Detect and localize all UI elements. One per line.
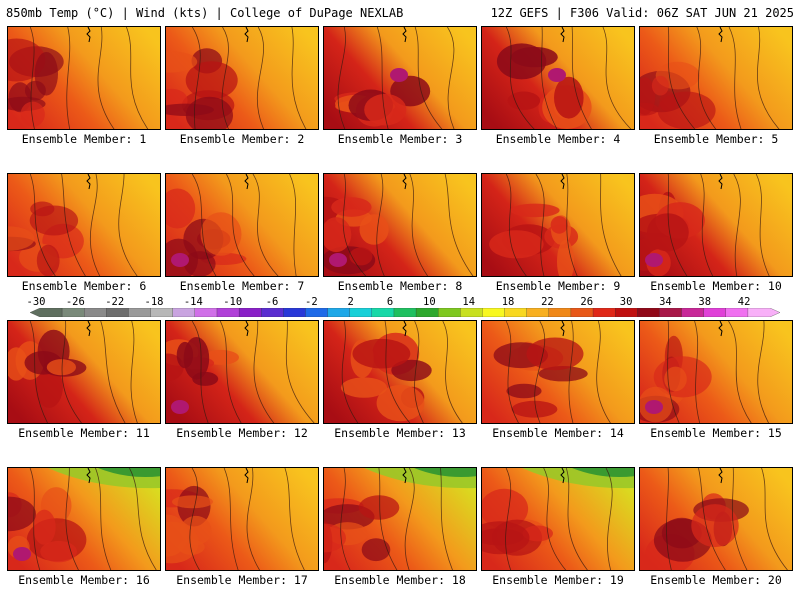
colorbar-tick-label: 26 xyxy=(580,296,594,308)
member-caption: Ensemble Member: 6 xyxy=(21,279,147,293)
colorbar-segment xyxy=(482,308,506,317)
temperature-map xyxy=(165,467,319,571)
colorbar-segment xyxy=(261,308,284,317)
colorbar-tick-label: 42 xyxy=(737,296,751,308)
temperature-map xyxy=(165,26,319,130)
colorbar-tick-label: -6 xyxy=(265,296,279,308)
colorbar-segment xyxy=(371,308,395,317)
temperature-map xyxy=(7,467,161,571)
temperature-map xyxy=(7,173,161,277)
member-caption: Ensemble Member: 16 xyxy=(18,573,150,587)
temperature-map xyxy=(639,320,793,424)
temperature-map xyxy=(165,320,319,424)
member-caption: Ensemble Member: 4 xyxy=(495,132,621,146)
colorbar-segment xyxy=(637,308,660,317)
member-caption: Ensemble Member: 11 xyxy=(18,426,150,440)
temperature-map xyxy=(323,173,477,277)
colorbar-segment xyxy=(61,308,85,317)
colorbar-segment xyxy=(106,308,130,317)
member-caption: Ensemble Member: 5 xyxy=(653,132,779,146)
temperature-map xyxy=(481,320,635,424)
temperature-map xyxy=(481,173,635,277)
temperature-map xyxy=(639,173,793,277)
temperature-map xyxy=(7,320,161,424)
colorbar-tick-label: 14 xyxy=(462,296,476,308)
temperature-map xyxy=(323,26,477,130)
colorbar-segment xyxy=(128,308,152,317)
member-caption: Ensemble Member: 9 xyxy=(495,279,621,293)
colorbar-tick-label: 30 xyxy=(619,296,633,308)
colorbar-segment xyxy=(216,308,240,317)
colorbar-segment xyxy=(504,308,528,317)
colorbar-tick-label: -30 xyxy=(26,296,46,308)
temperature-map xyxy=(639,467,793,571)
colorbar-segment xyxy=(681,308,705,317)
colorbar-segment xyxy=(415,308,439,317)
colorbar-tick-label: 18 xyxy=(501,296,515,308)
temperature-map xyxy=(7,26,161,130)
member-caption: Ensemble Member: 2 xyxy=(179,132,305,146)
member-caption: Ensemble Member: 8 xyxy=(337,279,463,293)
colorbar-segment xyxy=(194,308,218,317)
colorbar-segment xyxy=(592,308,616,317)
colorbar-segment xyxy=(349,308,373,317)
member-caption: Ensemble Member: 7 xyxy=(179,279,305,293)
colorbar-strip xyxy=(30,308,780,317)
temperature-map xyxy=(481,467,635,571)
colorbar-segment xyxy=(84,308,107,317)
colorbar-tick-label: 6 xyxy=(386,296,394,308)
colorbar-segment xyxy=(703,308,727,317)
colorbar-tick-label: 34 xyxy=(659,296,672,308)
member-caption: Ensemble Member: 15 xyxy=(650,426,782,440)
colorbar-segment xyxy=(238,308,262,317)
member-caption: Ensemble Member: 18 xyxy=(334,573,466,587)
colorbar-segment xyxy=(548,308,572,317)
colorbar-tick-label: -2 xyxy=(305,296,318,308)
temperature-colorbar: -30 -26 -22 -18 -14 -10 -6 -2 2 6 10 14 18 22 26 30 34 38… xyxy=(26,296,780,318)
colorbar-segment xyxy=(172,308,196,317)
temperature-map xyxy=(165,173,319,277)
colorbar-tick-label: -22 xyxy=(105,296,125,308)
member-caption: Ensemble Member: 10 xyxy=(650,279,782,293)
colorbar-segment xyxy=(615,308,638,317)
colorbar-tick-label: 2 xyxy=(347,296,354,308)
colorbar-segment xyxy=(438,308,461,317)
colorbar-tick-label: -10 xyxy=(223,296,243,308)
colorbar-segment xyxy=(327,308,351,317)
colorbar-tick-label: -18 xyxy=(144,296,164,308)
colorbar-tick-label: 22 xyxy=(541,296,554,308)
temperature-map xyxy=(481,26,635,130)
header-valid-time: 12Z GEFS | F306 Valid: 06Z SAT JUN 21 20… xyxy=(490,6,794,20)
colorbar-segment xyxy=(526,308,550,317)
temperature-map xyxy=(639,26,793,130)
colorbar-segment xyxy=(283,308,307,317)
temperature-map xyxy=(323,320,477,424)
colorbar-segment xyxy=(393,308,417,317)
member-caption: Ensemble Member: 20 xyxy=(650,573,782,587)
temperature-map xyxy=(323,467,477,571)
colorbar-segment xyxy=(150,308,174,317)
colorbar-segment xyxy=(460,308,483,317)
member-caption: Ensemble Member: 12 xyxy=(176,426,308,440)
colorbar-segment xyxy=(305,308,329,317)
member-caption: Ensemble Member: 19 xyxy=(492,573,624,587)
colorbar-segment xyxy=(659,308,683,317)
colorbar-tick-label: 10 xyxy=(423,296,436,308)
header-title: 850mb Temp (°C) | Wind (kts) | College o… xyxy=(6,6,404,20)
colorbar-segment xyxy=(570,308,594,317)
colorbar-tick-label: -26 xyxy=(65,296,85,308)
colorbar-tick-label: 38 xyxy=(698,296,712,308)
member-caption: Ensemble Member: 14 xyxy=(492,426,624,440)
member-caption: Ensemble Member: 1 xyxy=(21,132,147,146)
colorbar-segment xyxy=(725,308,749,317)
colorbar-segment xyxy=(30,308,63,317)
colorbar-segment xyxy=(747,308,780,317)
member-caption: Ensemble Member: 17 xyxy=(176,573,308,587)
member-caption: Ensemble Member: 3 xyxy=(337,132,463,146)
member-caption: Ensemble Member: 13 xyxy=(334,426,466,440)
colorbar-tick-label: -14 xyxy=(183,296,203,308)
